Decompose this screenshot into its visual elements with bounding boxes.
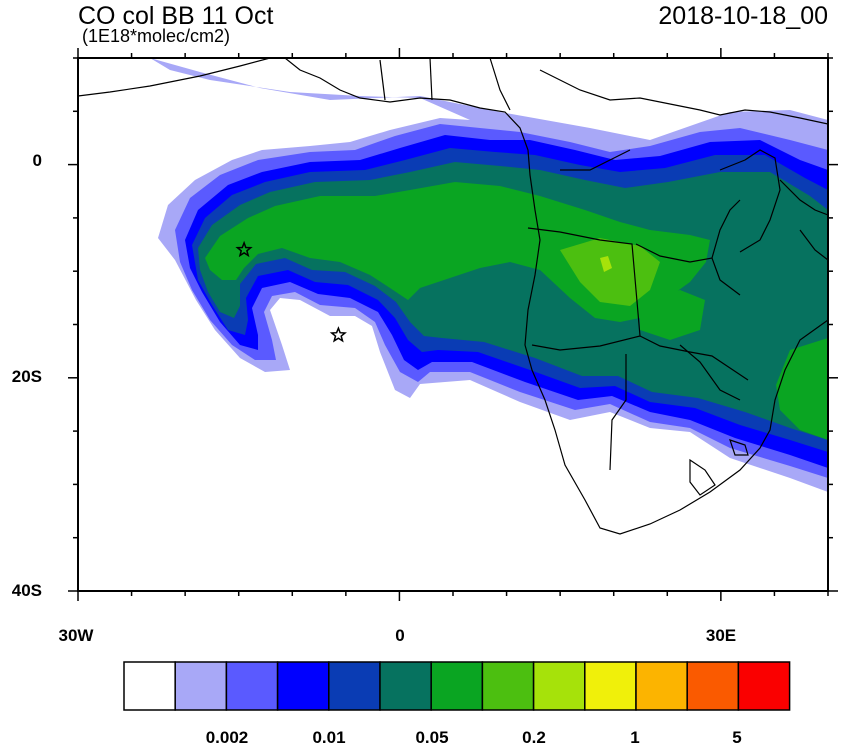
lat-label-20s: 20S bbox=[11, 367, 42, 386]
colorbar-box-3 bbox=[276, 661, 330, 711]
plume-layer-lime bbox=[600, 256, 612, 272]
colorbar-box-6 bbox=[430, 661, 484, 711]
colorbar-label-1: 0.01 bbox=[312, 728, 346, 747]
star-marker-1 bbox=[329, 326, 347, 343]
lon-label-0: 0 bbox=[395, 626, 405, 645]
colorbar-box-7 bbox=[481, 661, 535, 711]
coastline-lines bbox=[78, 58, 828, 535]
star-marker-0 bbox=[235, 240, 253, 258]
colorbar-box-5 bbox=[379, 661, 432, 711]
lon-label-30e: 30E bbox=[705, 626, 737, 645]
units-label: (1E18*molec/cm2) bbox=[82, 26, 231, 46]
plume-layer-green bbox=[205, 182, 710, 322]
markers-group bbox=[235, 240, 347, 343]
colorbar-box-1 bbox=[174, 661, 228, 711]
colorbar-label-2: 0.05 bbox=[415, 728, 449, 747]
colorbar-box-10 bbox=[635, 661, 688, 711]
plume-layer-green-east bbox=[776, 338, 828, 440]
colorbar-box-2 bbox=[225, 661, 279, 711]
colorbar-box-8 bbox=[532, 661, 586, 711]
colorbar-label-4: 1 bbox=[630, 728, 640, 747]
colorbar-box-0 bbox=[123, 661, 176, 711]
colorbar-label-5: 5 bbox=[732, 728, 742, 747]
map-title: CO col BB 11 Oct bbox=[78, 2, 274, 30]
plume-layer-yellowgreen bbox=[560, 238, 660, 306]
colorbar-label-3: 0.2 bbox=[522, 728, 546, 747]
colorbar-box-9 bbox=[584, 661, 637, 711]
lat-label-0: 0 bbox=[32, 151, 42, 170]
date-label: 2018-10-18_00 bbox=[658, 2, 828, 30]
colorbar-box-11 bbox=[686, 661, 740, 711]
colorbar-box-12 bbox=[737, 661, 791, 711]
lat-label-40s: 40S bbox=[11, 581, 42, 600]
lon-label-30w: 30W bbox=[58, 626, 94, 645]
colorbar-label-0: 0.002 bbox=[205, 728, 249, 747]
colorbar-box-4 bbox=[328, 661, 381, 711]
axis-ticks bbox=[68, 48, 838, 601]
plume-layer-green-east2 bbox=[640, 290, 705, 340]
